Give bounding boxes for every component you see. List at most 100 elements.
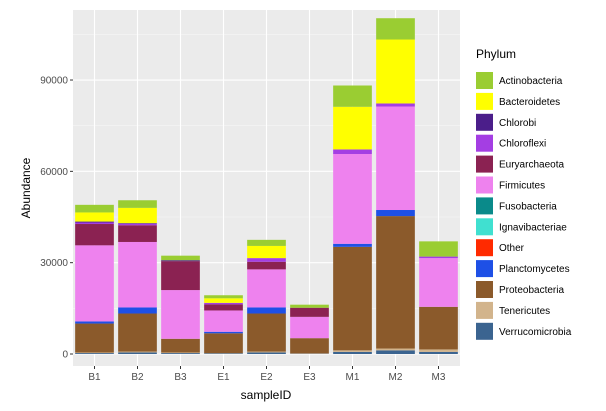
legend-label: Euryarchaeota (499, 160, 564, 171)
x-tick-label: B3 (174, 372, 187, 383)
bar-segment (333, 350, 372, 352)
legend-key (476, 239, 493, 257)
bar-segment (161, 260, 200, 262)
bar-segment (204, 310, 243, 332)
bar-segment (161, 353, 200, 354)
y-axis-title: Abundance (19, 157, 33, 218)
bar-segment (376, 350, 415, 354)
bar-segment (419, 256, 458, 259)
x-axis-title: sampleID (241, 388, 292, 402)
legend-title: Phylum (476, 47, 516, 61)
bar-segment (118, 223, 157, 224)
bar-segment (118, 223, 157, 226)
legend-label: Firmicutes (499, 181, 545, 192)
bar-segment (376, 103, 415, 107)
bars (75, 18, 458, 354)
y-axis-ticks: 0 30000 60000 90000 (40, 76, 73, 361)
bar-segment (75, 222, 114, 225)
bar-segment (118, 241, 157, 308)
legend-key (476, 260, 493, 278)
bar-segment (161, 338, 200, 353)
bar-segment (118, 313, 157, 352)
bar-segment (419, 306, 458, 350)
bar-segment (247, 352, 286, 354)
legend-key (476, 301, 493, 319)
bar-segment (204, 302, 243, 305)
bar-segment (333, 351, 372, 354)
legend-label: Fusobacteria (499, 201, 557, 212)
y-tick-label: 0 (62, 350, 68, 361)
bar-segment (75, 224, 114, 246)
bar-segment (118, 352, 157, 354)
legend-label: Tenericutes (499, 306, 550, 317)
x-tick-label: E3 (303, 372, 316, 383)
bar-segment (247, 239, 286, 246)
legend-key (476, 92, 493, 110)
x-tick-label: E2 (260, 372, 273, 383)
legend-key (476, 197, 493, 215)
bar-segment (204, 353, 243, 354)
x-tick-label: B2 (131, 372, 144, 383)
bar-segment (75, 321, 114, 324)
bar-segment (247, 245, 286, 259)
bar-segment (75, 323, 114, 353)
bar-segment (75, 212, 114, 222)
bar-segment (376, 18, 415, 40)
bar-segment (75, 245, 114, 322)
x-tick-label: B1 (88, 372, 101, 383)
bar-segment (376, 39, 415, 104)
legend-key (476, 322, 493, 340)
bar-segment (118, 225, 157, 242)
bar-segment (204, 304, 243, 311)
legend-label: Proteobacteria (499, 285, 564, 296)
x-tick-label: M2 (389, 372, 403, 383)
bar-segment (290, 304, 329, 308)
bar-segment (247, 258, 286, 262)
bar-segment (376, 210, 415, 217)
bar-segment (161, 290, 200, 339)
bar-segment (75, 353, 114, 354)
bar-segment (247, 351, 286, 353)
legend-label: Other (499, 243, 525, 254)
y-tick-label: 90000 (40, 76, 68, 87)
bar-segment (118, 351, 157, 353)
bar-segment (333, 106, 372, 150)
bar-segment (247, 261, 286, 270)
legend-label: Bacteroidetes (499, 97, 560, 108)
x-tick-label: M3 (432, 372, 446, 383)
bar-segment (290, 316, 329, 339)
x-tick-label: M1 (346, 372, 360, 383)
bar-segment (247, 307, 286, 314)
legend-key (476, 176, 493, 194)
bar-segment (75, 352, 114, 354)
x-axis-ticks: B1 B2 B3 E1 E2 E3 M1 M2 M3 (88, 366, 446, 383)
bar-segment (419, 258, 458, 307)
bar-segment (376, 348, 415, 351)
bar-segment (333, 149, 372, 154)
bar-segment (419, 351, 458, 354)
x-tick-label: E1 (217, 372, 230, 383)
bar-segment (204, 295, 243, 299)
bar-segment (419, 349, 458, 352)
bar-segment (333, 85, 372, 107)
bar-segment (204, 331, 243, 334)
legend: Actinobacteria Bacteroidetes Chlorobi Chlor… (476, 72, 572, 340)
bar-segment (419, 241, 458, 257)
legend-label: Actinobacteria (499, 76, 563, 87)
bar-segment (333, 243, 372, 247)
bar-segment (75, 204, 114, 213)
legend-key (476, 218, 493, 236)
bar-segment (118, 200, 157, 208)
legend-key (476, 155, 493, 173)
legend-label: Chlorobi (499, 118, 536, 129)
bar-segment (118, 307, 157, 314)
bar-segment (376, 106, 415, 211)
bar-segment (75, 221, 114, 223)
bar-segment (161, 261, 200, 291)
legend-label: Verrucomicrobia (499, 327, 572, 338)
bar-segment (204, 333, 243, 354)
bar-segment (161, 352, 200, 354)
bar-segment (247, 269, 286, 308)
bar-segment (333, 246, 372, 351)
